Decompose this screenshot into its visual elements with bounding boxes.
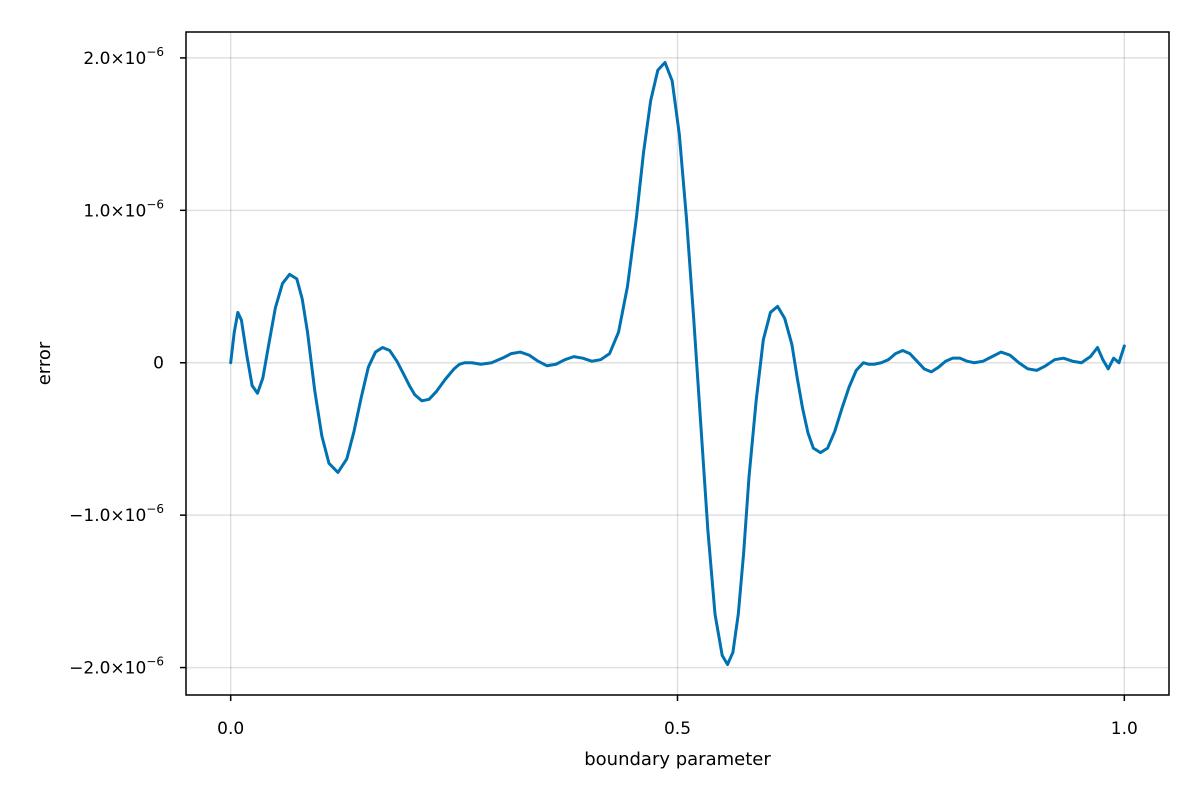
- y-axis-ticks: −2.0×10−6 −1.0×10−6 0 1.0×10−6 2.0×10−6: [69, 45, 186, 679]
- grid-lines: [186, 32, 1169, 695]
- series-line: [229, 60, 1126, 667]
- x-axis-ticks: 0.0 0.5 1.0: [217, 695, 1138, 739]
- y-tick-label: 1.0×10−6: [83, 197, 164, 221]
- y-axis-title: error: [34, 341, 55, 385]
- y-tick-label: −1.0×10−6: [69, 502, 164, 526]
- y-tick-label: 2.0×10−6: [83, 45, 164, 69]
- x-tick-label: 1.0: [1111, 719, 1138, 739]
- x-tick-label: 0.0: [217, 719, 244, 739]
- x-tick-label: 0.5: [664, 719, 691, 739]
- y-tick-label: 0: [153, 354, 164, 374]
- y-tick-label: −2.0×10−6: [69, 655, 164, 679]
- x-axis-title: boundary parameter: [584, 749, 771, 770]
